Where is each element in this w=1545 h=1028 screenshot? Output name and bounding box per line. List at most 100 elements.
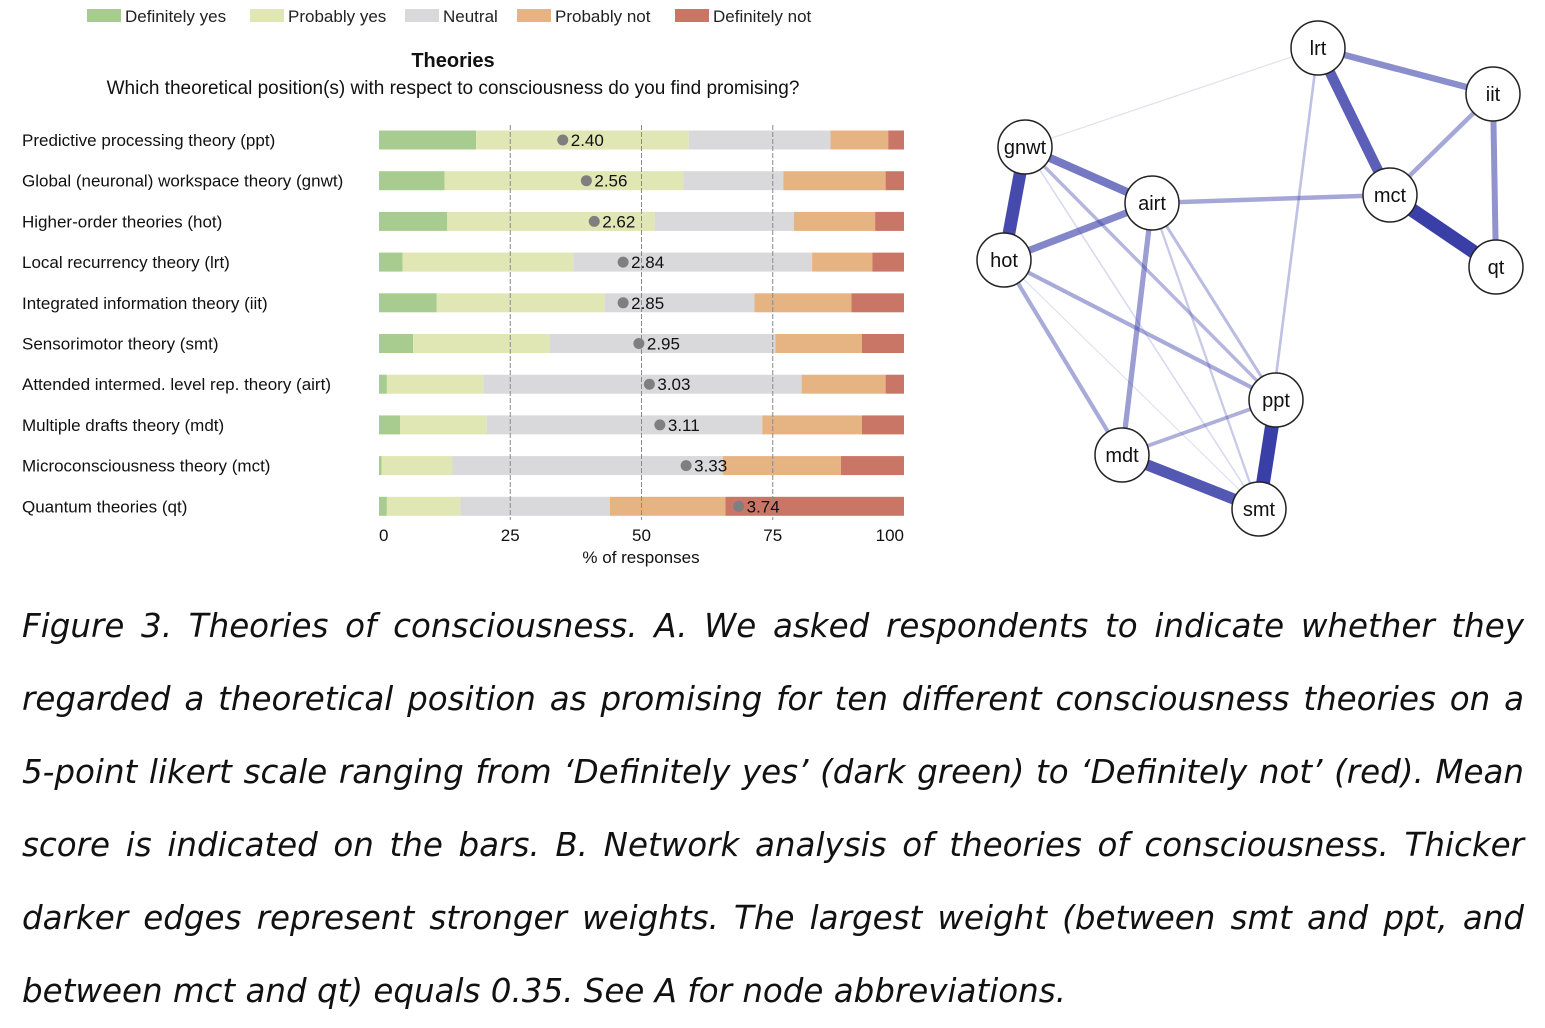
mean-dot [617,297,629,309]
bar-segment-neutral [486,415,763,435]
bar-segment-probably-yes [444,171,684,191]
bar-segment-definitely-yes [379,130,477,150]
mean-label: 2.95 [647,335,680,354]
mean-label: 3.11 [668,416,700,435]
bar-segment-probably-not [775,334,862,353]
category-label: Local recurrency theory (lrt) [22,253,230,272]
edge-airt-mct [1151,192,1391,206]
bar-segment-probably-not [762,415,862,435]
node-label: qt [1488,257,1505,279]
node-circle [1231,481,1287,537]
mean-dot [654,419,666,431]
category-labels: Predictive processing theory (ppt) Global… [22,131,343,516]
bar-segment-probably-yes [436,293,605,313]
bar-segment-probably-yes [381,456,453,476]
legend-swatch-definitely-yes [87,9,121,22]
bar-segment-probably-yes [386,496,461,516]
x-axis-ticks: 0 25 50 75 100 [379,526,904,545]
category-label: Microconsciousness theory (mct) [22,457,270,476]
mean-label: 2.40 [571,131,604,150]
bar-segment-definitely-yes [379,415,400,435]
edge-hot-ppt [1003,258,1277,402]
edge-airt-ppt [1150,202,1278,401]
legend-swatch-probably-yes [250,9,284,22]
node-circle [1468,239,1524,295]
mean-label: 2.62 [602,212,635,231]
node-circle [1094,427,1150,483]
mean-dot [617,256,629,268]
bar-segment-definitely-not [875,211,904,231]
figure-canvas: Definitely yes Probably yes Neutral Probabl… [22,7,1524,567]
bar-segment-definitely-yes [379,171,445,191]
node-label: mdt [1105,445,1139,467]
mean-label: 2.85 [631,294,664,313]
mean-label: 2.84 [631,253,664,272]
category-label: Integrated information theory (iit) [22,294,268,313]
bar-segment-probably-yes [386,374,484,394]
chart-title: Theories [411,50,494,72]
bar-segment-definitely-not [885,171,904,191]
legend-swatch-neutral [405,9,439,22]
edge-gnwt-smt [1024,146,1260,510]
bar-segment-definitely-yes [379,252,403,272]
bar-segment-definitely-yes [379,293,437,313]
bar-segment-definitely-yes [379,496,387,516]
edge-iit-qt [1490,93,1499,268]
network-graph: lrt iit gnwt airt mct hot qt ppt mdt smt [976,20,1524,537]
node-hot: hot [976,232,1032,288]
mean-dot [588,215,600,227]
x-tick-label: 75 [763,526,782,545]
mean-label: 3.03 [657,375,690,394]
edge-hot-mdt [1002,258,1124,457]
category-label: Predictive processing theory (ppt) [22,131,275,150]
legend-label-probably-not: Probably not [555,7,651,26]
edge-airt-smt [1150,202,1261,510]
bar-segment-definitely-not [725,496,904,516]
category-label: Higher-order theories (hot) [22,212,222,231]
bar-segment-neutral [683,171,784,191]
bar-segment-probably-not [801,374,886,394]
bar-segment-probably-not [722,456,841,476]
node-smt: smt [1231,481,1287,537]
category-label: Quantum theories (qt) [22,497,187,516]
x-axis-title: % of responses [582,548,699,567]
legend-swatch-definitely-not [675,9,709,22]
node-lrt: lrt [1290,20,1346,76]
bar-segment-neutral [460,496,610,516]
mean-dot [733,500,745,512]
node-airt: airt [1124,175,1180,231]
bar-segment-definitely-yes [379,334,414,353]
bar-segment-probably-yes [447,211,655,231]
node-qt: qt [1468,239,1524,295]
legend-label-probably-yes: Probably yes [288,7,386,26]
bar-segment-definitely-not [862,415,904,435]
stacked-bars [379,130,904,516]
node-circle [1290,20,1346,76]
bar-segment-neutral [654,211,794,231]
mean-label: 3.33 [694,457,727,476]
bar-segment-neutral [484,374,802,394]
figure-caption: Figure 3. Theories of consciousness. A. … [22,607,1524,1010]
network-edges [997,44,1500,515]
gridlines [509,125,774,520]
edge-airt-mdt [1119,202,1155,456]
node-circle [1465,66,1521,122]
bar-segment-probably-not [830,130,889,150]
bar-segment-probably-not [812,252,873,272]
node-label: iit [1486,84,1501,106]
bar-segment-probably-yes [402,252,574,272]
network-nodes: lrt iit gnwt airt mct hot qt ppt mdt smt [976,20,1524,537]
edge-gnwt-ppt [1023,145,1278,402]
node-circle [997,119,1053,175]
x-tick-label: 50 [632,526,651,545]
legend-label-definitely-yes: Definitely yes [125,7,226,26]
bar-segment-probably-not [793,211,876,231]
bar-segment-definitely-not [885,374,904,394]
mean-dot [557,134,569,146]
edge-lrt-gnwt [1024,47,1319,148]
node-label: gnwt [1004,137,1047,159]
bar-segment-definitely-not [841,456,904,476]
node-circle [1362,167,1418,223]
edge-hot-smt [1003,259,1260,510]
node-mdt: mdt [1094,427,1150,483]
